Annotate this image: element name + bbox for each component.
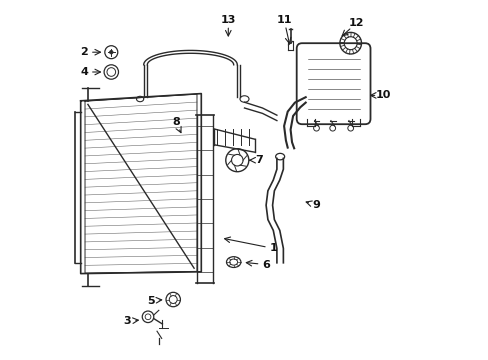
Text: 3: 3 xyxy=(123,316,131,326)
Text: 10: 10 xyxy=(375,90,390,100)
Text: 7: 7 xyxy=(255,155,262,165)
Text: 5: 5 xyxy=(147,296,154,306)
Text: 9: 9 xyxy=(312,200,320,210)
Text: 13: 13 xyxy=(220,15,236,25)
Text: 11: 11 xyxy=(276,15,291,25)
Text: 4: 4 xyxy=(80,67,88,77)
Text: 6: 6 xyxy=(262,260,269,270)
Text: 1: 1 xyxy=(269,243,277,253)
Text: 8: 8 xyxy=(172,117,180,127)
Text: 12: 12 xyxy=(347,18,363,28)
Text: 2: 2 xyxy=(80,47,88,57)
Circle shape xyxy=(109,50,113,54)
